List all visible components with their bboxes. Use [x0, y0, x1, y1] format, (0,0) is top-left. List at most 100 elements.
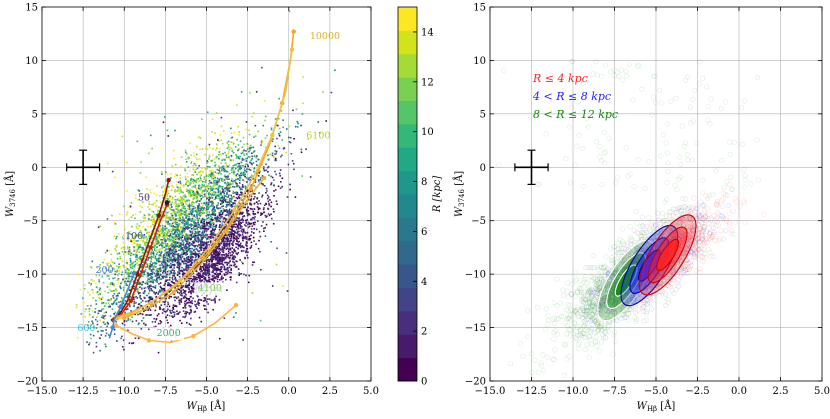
scatter-point: [214, 215, 216, 217]
scatter-point: [216, 271, 218, 273]
scatter-point: [218, 172, 220, 174]
scatter-point: [122, 279, 124, 281]
scatter-point: [156, 194, 158, 196]
scatter-point: [220, 200, 222, 202]
scatter-point: [105, 311, 107, 313]
scatter-point: [123, 339, 125, 341]
scatter-point: [174, 257, 176, 259]
scatter-point: [137, 228, 139, 230]
scatter-point: [118, 269, 120, 271]
scatter-point: [132, 268, 134, 270]
scatter-point: [261, 67, 263, 69]
scatter-point: [261, 140, 263, 142]
scatter-point: [169, 277, 171, 279]
scatter-point: [175, 249, 177, 251]
scatter-point: [126, 274, 128, 276]
scatter-point: [175, 230, 177, 232]
scatter-point: [222, 186, 224, 188]
scatter-point: [244, 258, 246, 260]
scatter-point: [195, 207, 197, 209]
scatter-point: [231, 180, 233, 182]
scatter-point: [216, 264, 218, 266]
scatter-point: [266, 188, 268, 190]
scatter-point: [101, 330, 103, 332]
scatter-point: [190, 260, 192, 262]
scatter-point: [256, 201, 258, 203]
scatter-point: [270, 206, 272, 208]
scatter-point: [88, 282, 90, 284]
scatter-point: [99, 338, 101, 340]
scatter-point: [221, 206, 223, 208]
scatter-point: [245, 222, 247, 224]
scatter-point: [124, 248, 126, 250]
scatter-point: [159, 277, 161, 279]
scatter-point: [286, 128, 288, 130]
scatter-point: [147, 238, 149, 240]
scatter-point: [147, 309, 149, 311]
scatter-point: [193, 186, 195, 188]
scatter-point: [162, 227, 164, 229]
scatter-point: [247, 143, 249, 145]
scatter-point: [198, 244, 200, 246]
scatter-point: [212, 155, 214, 157]
scatter-point: [242, 174, 244, 176]
scatter-point: [167, 221, 169, 223]
scatter-point: [251, 228, 253, 230]
scatter-point: [192, 245, 194, 247]
scatter-point: [217, 279, 219, 281]
scatter-point: [212, 172, 214, 174]
scatter-point: [149, 285, 151, 287]
scatter-point: [189, 251, 191, 253]
scatter-point: [155, 293, 157, 295]
scatter-point: [181, 295, 183, 297]
scatter-point: [156, 185, 158, 187]
scatter-point: [176, 313, 178, 315]
scatter-point: [184, 214, 186, 216]
scatter-point: [163, 270, 165, 272]
scatter-point: [158, 269, 160, 271]
scatter-point: [228, 178, 230, 180]
scatter-point: [217, 221, 219, 223]
scatter-point: [265, 116, 267, 118]
scatter-point: [211, 178, 213, 180]
scatter-point: [213, 236, 215, 238]
scatter-point: [122, 346, 124, 348]
scatter-point: [278, 98, 280, 100]
scatter-point: [182, 229, 184, 231]
scatter-point: [138, 225, 140, 227]
scatter-point: [229, 205, 231, 207]
scatter-point: [242, 219, 244, 221]
scatter-point: [92, 316, 94, 318]
scatter-point: [198, 186, 200, 188]
scatter-point: [280, 181, 282, 183]
scatter-point: [253, 147, 255, 149]
scatter-point: [235, 183, 237, 185]
scatter-point: [310, 176, 312, 178]
scatter-point: [228, 215, 230, 217]
scatter-point: [103, 282, 105, 284]
scatter-point: [114, 262, 116, 264]
scatter-point: [221, 216, 223, 218]
scatter-point: [221, 117, 223, 119]
scatter-point: [274, 146, 276, 148]
scatter-point: [258, 200, 260, 202]
scatter-point: [225, 258, 227, 260]
scatter-point: [247, 210, 249, 212]
scatter-point: [289, 184, 291, 186]
scatter-point: [199, 200, 201, 202]
scatter-point: [246, 255, 248, 257]
scatter-point: [156, 243, 158, 245]
scatter-point: [245, 150, 247, 152]
scatter-point: [133, 250, 135, 252]
scatter-point: [196, 191, 198, 193]
scatter-point: [175, 202, 177, 204]
scatter-point: [168, 297, 170, 299]
scatter-point: [172, 275, 174, 277]
scatter-point: [116, 245, 118, 247]
scatter-point: [219, 167, 221, 169]
scatter-point: [158, 323, 160, 325]
scatter-point: [223, 210, 225, 212]
scatter-point: [215, 196, 217, 198]
scatter-point: [110, 300, 112, 302]
scatter-point: [197, 246, 199, 248]
